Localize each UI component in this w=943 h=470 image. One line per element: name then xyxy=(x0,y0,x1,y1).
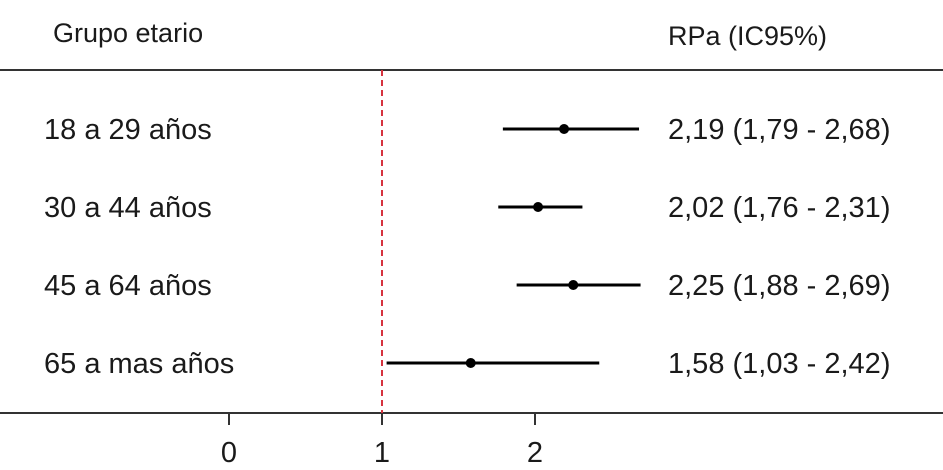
forest-row: 45 a 64 años 2,25 (1,88 - 2,69) xyxy=(44,270,890,302)
row-value: 1,58 (1,03 - 2,42) xyxy=(668,348,890,380)
row-label: 45 a 64 años xyxy=(44,270,212,302)
x-tick-label: 1 xyxy=(374,437,390,469)
row-header: Grupo etario xyxy=(53,18,203,48)
x-tick-label: 2 xyxy=(527,437,543,469)
row-value: 2,25 (1,88 - 2,69) xyxy=(668,270,890,302)
row-value: 2,19 (1,79 - 2,68) xyxy=(668,114,890,146)
row-label: 65 a mas años xyxy=(44,348,234,380)
row-label: 30 a 44 años xyxy=(44,192,212,224)
point-estimate xyxy=(465,358,476,368)
forest-row: 65 a mas años 1,58 (1,03 - 2,42) xyxy=(44,348,890,380)
row-value: 2,02 (1,76 - 2,31) xyxy=(668,192,890,224)
rows-group: 18 a 29 años 2,19 (1,79 - 2,68) 30 a 44 añ… xyxy=(44,114,890,380)
row-label: 18 a 29 años xyxy=(44,114,212,146)
point-estimate xyxy=(568,280,579,290)
x-axis-ticks: 0 1 2 xyxy=(221,413,543,469)
value-header: RPa (IC95%) xyxy=(668,21,827,51)
forest-row: 18 a 29 años 2,19 (1,79 - 2,68) xyxy=(44,114,890,146)
point-estimate xyxy=(533,202,544,212)
forest-row: 30 a 44 años 2,02 (1,76 - 2,31) xyxy=(44,192,890,224)
point-estimate xyxy=(559,124,570,134)
x-tick-label: 0 xyxy=(221,437,237,469)
